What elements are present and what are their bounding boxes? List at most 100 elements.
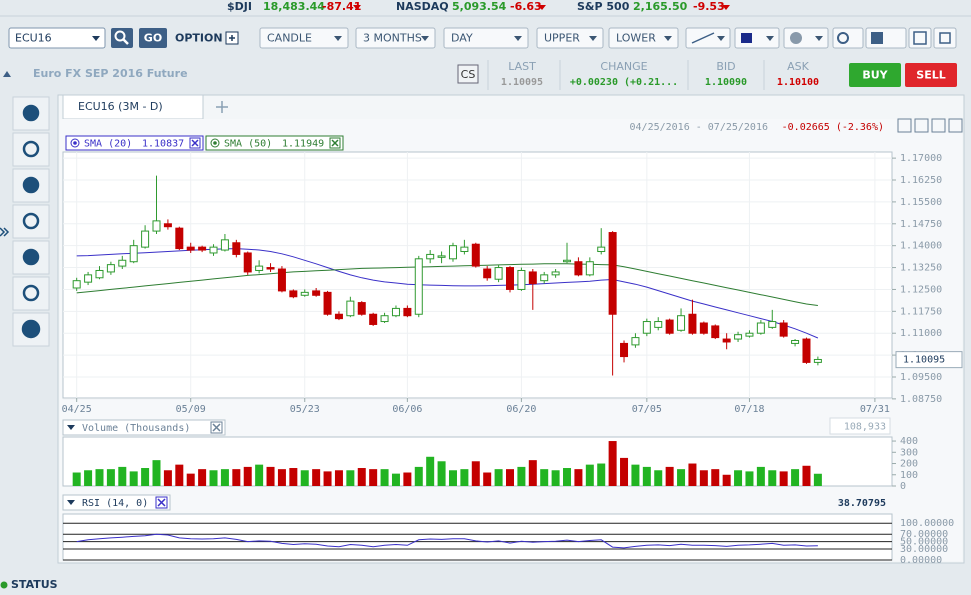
- dropdown-label[interactable]: LOWER: [616, 32, 656, 45]
- tab-label[interactable]: ECU16 (3M - D): [78, 100, 163, 113]
- dropdown-label[interactable]: UPPER: [544, 32, 580, 45]
- buy-label[interactable]: BUY: [862, 69, 888, 82]
- save-icon: [871, 32, 883, 44]
- zoom-button[interactable]: [948, 118, 963, 133]
- volume-bar: [483, 472, 492, 486]
- arrow-icon: [717, 36, 725, 41]
- go-label[interactable]: GO: [144, 32, 162, 45]
- volume-bar: [323, 471, 332, 486]
- y-tick-label: 1.11000: [900, 328, 942, 339]
- collapse-icon[interactable]: [67, 500, 75, 505]
- panel-close: [212, 423, 221, 432]
- volume-bar: [95, 469, 104, 486]
- volume-bar: [574, 469, 583, 486]
- sidebar-icon: [22, 104, 40, 122]
- quote-label: ASK: [787, 60, 810, 73]
- candle-body: [391, 307, 400, 317]
- y-tick-label: 200: [900, 459, 918, 470]
- dropdown[interactable]: [608, 27, 679, 49]
- clear-icon: [790, 32, 802, 44]
- sidebar-button[interactable]: [12, 204, 50, 239]
- dropdown-label[interactable]: 3 MONTHS: [363, 32, 422, 45]
- candle-body: [585, 261, 594, 276]
- volume-bar: [380, 469, 389, 486]
- candle-body: [756, 322, 765, 334]
- legend-item[interactable]: [205, 135, 344, 151]
- buy-button[interactable]: [849, 63, 901, 87]
- candle-body: [677, 315, 686, 331]
- tool-button[interactable]: [908, 27, 932, 49]
- tool-button[interactable]: [933, 27, 957, 49]
- zoom-button[interactable]: [931, 118, 946, 133]
- sidebar-button[interactable]: [12, 276, 50, 311]
- y-tick-label: 1.14750: [900, 219, 942, 230]
- candle-body: [483, 268, 492, 279]
- zoom-button[interactable]: [914, 118, 929, 133]
- dropdown-label[interactable]: DAY: [451, 32, 473, 45]
- sell-button[interactable]: [905, 63, 957, 87]
- panel-close: [157, 498, 166, 507]
- legend-name: SMA (20): [84, 139, 132, 150]
- volume-bar: [72, 472, 81, 486]
- dropdown-label[interactable]: CANDLE: [267, 32, 312, 45]
- option-label[interactable]: OPTION: [175, 32, 223, 45]
- add-tab[interactable]: [216, 101, 228, 113]
- candle-body: [551, 271, 560, 276]
- candle-body: [163, 223, 172, 228]
- zoom-button[interactable]: [897, 118, 912, 133]
- candle-body: [255, 265, 264, 271]
- candle-body: [323, 291, 332, 315]
- x-tick-label: 04/25: [62, 404, 92, 415]
- ticker-symbol: S&P 500: [577, 0, 630, 13]
- symbol-input[interactable]: [8, 27, 106, 49]
- sidebar-icon: [22, 176, 40, 194]
- dropdown[interactable]: [355, 27, 436, 49]
- candle-body: [232, 242, 241, 255]
- ticker-price: 2,165.50: [633, 0, 688, 13]
- volume-bar: [209, 470, 218, 486]
- dropdown[interactable]: [443, 27, 529, 49]
- volume-bar: [779, 471, 788, 486]
- candle-body: [813, 358, 822, 363]
- sidebar-button[interactable]: [12, 132, 50, 167]
- y-tick-label: 300: [900, 447, 918, 458]
- ticker-price: 18,483.44: [263, 0, 325, 13]
- date-range: 04/25/2016 - 07/25/2016: [630, 122, 768, 133]
- collapse-icon[interactable]: [3, 71, 11, 77]
- candle-body: [209, 246, 218, 254]
- volume-bar: [460, 469, 469, 486]
- candle-body: [608, 232, 617, 315]
- sell-label[interactable]: SELL: [916, 69, 945, 82]
- candle-body: [118, 259, 127, 267]
- candle-body: [106, 264, 115, 273]
- line-tool-icon: [691, 32, 715, 44]
- volume-bar: [289, 468, 298, 486]
- dropdown[interactable]: [259, 27, 349, 49]
- candle-body: [517, 269, 526, 290]
- price-tag-label: 1.10095: [903, 355, 945, 366]
- layout-icon: [913, 31, 927, 45]
- candle-body: [791, 340, 800, 344]
- tool-button[interactable]: [685, 27, 731, 49]
- dropdown[interactable]: [536, 27, 604, 49]
- x-tick-label: 07/18: [734, 404, 764, 415]
- candle-body: [505, 267, 514, 290]
- y-tick-label: 0: [900, 481, 906, 492]
- sidebar-icon: [22, 248, 40, 266]
- volume-bar: [426, 456, 435, 486]
- volume-bar: [791, 469, 800, 486]
- y-tick-label: 100.00000: [900, 518, 954, 529]
- ticker-symbol: NASDAQ: [396, 0, 449, 13]
- arrow-icon: [334, 36, 342, 41]
- rsi-header: [62, 494, 171, 511]
- volume-bar: [198, 469, 207, 486]
- collapse-icon[interactable]: [67, 425, 75, 430]
- candle-body: [426, 253, 435, 260]
- go-button[interactable]: [139, 28, 167, 48]
- legend-item[interactable]: [65, 135, 204, 151]
- candle-body: [620, 342, 629, 358]
- volume-bar: [312, 469, 321, 486]
- y-tick-label: 1.17000: [900, 153, 942, 164]
- cs-label: CS: [461, 68, 476, 81]
- legend-radio: [213, 141, 217, 145]
